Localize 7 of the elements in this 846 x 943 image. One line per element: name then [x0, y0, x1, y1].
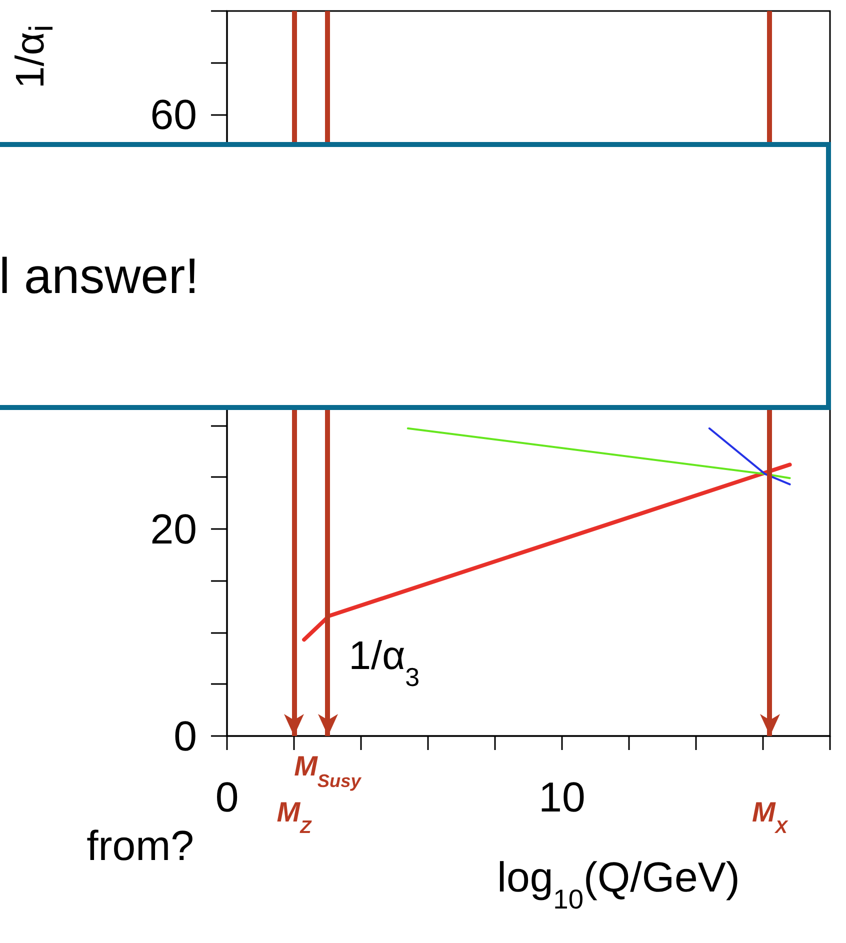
y-tick-label: 60: [150, 91, 197, 138]
text: from?: [86, 822, 194, 870]
text-box: l answer!: [0, 142, 831, 410]
x-tick-label: 10: [538, 774, 586, 820]
y-tick-label: 20: [150, 505, 197, 552]
y-tick-label: 0: [174, 712, 197, 760]
text: l answer!: [0, 247, 200, 305]
